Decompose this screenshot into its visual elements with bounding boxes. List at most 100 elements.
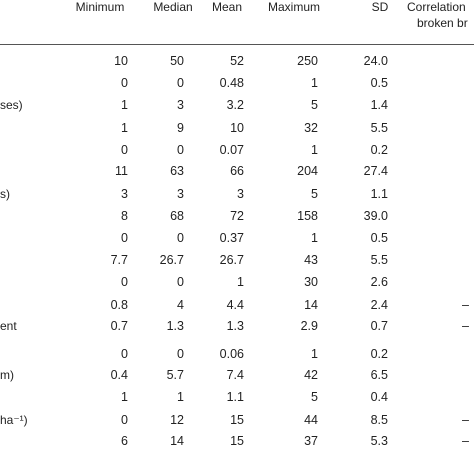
cell-mean: 26.7	[220, 252, 244, 268]
cell-maximum: 37	[304, 433, 318, 449]
cell-maximum: 42	[304, 367, 318, 383]
header-sd: SD	[355, 0, 405, 15]
cell-minimum: 0	[121, 346, 128, 362]
cell-median: 14	[170, 433, 184, 449]
header-minimum: Minimum	[60, 0, 140, 15]
table-row: 000.4810.5	[0, 75, 474, 95]
cell-minimum: 3	[121, 186, 128, 202]
cell-minimum: 1	[121, 120, 128, 136]
table-row: 000.0710.2	[0, 142, 474, 162]
cell-maximum: 5	[311, 97, 318, 113]
cell-correlation: –	[462, 297, 469, 313]
table-row: 0 0 1 30 2.6	[0, 274, 474, 294]
cell-minimum: 8	[121, 208, 128, 224]
cell-sd: 0.5	[371, 230, 388, 246]
cell-sd: 0.5	[371, 75, 388, 91]
cell-sd: 5.5	[371, 252, 388, 268]
cell-sd: 2.6	[371, 274, 388, 290]
table-row: s)33351.1	[0, 186, 474, 206]
table-row: ses)133.251.4	[0, 97, 474, 117]
cell-median: 68	[170, 208, 184, 224]
cell-median: 9	[177, 120, 184, 136]
cell-mean: 0.07	[220, 142, 244, 158]
cell-minimum: 0	[121, 230, 128, 246]
table-row: 0 0 0.37 1 0.5	[0, 230, 474, 250]
cell-maximum: 1	[311, 142, 318, 158]
cell-mean: 52	[230, 53, 244, 69]
cell-sd: 2.4	[371, 297, 388, 313]
cell-sd: 24.0	[364, 53, 388, 69]
cell-minimum: 6	[121, 433, 128, 449]
cell-minimum: 10	[114, 53, 128, 69]
cell-correlation: –	[462, 433, 469, 449]
header-mean: Mean	[197, 0, 257, 15]
cell-mean: 72	[230, 208, 244, 224]
header-correlation-line1: Correlation	[407, 0, 466, 15]
cell-mean: 66	[230, 163, 244, 179]
cell-mean: 3.2	[227, 97, 244, 113]
row-label: m)	[0, 367, 14, 383]
cell-maximum: 1	[311, 230, 318, 246]
cell-mean: 0.48	[220, 75, 244, 91]
cell-maximum: 44	[304, 412, 318, 428]
cell-maximum: 5	[311, 186, 318, 202]
cell-minimum: 0	[121, 274, 128, 290]
cell-mean: 1.3	[227, 318, 244, 334]
cell-mean: 0.37	[220, 230, 244, 246]
table-row: 10505225024.0	[0, 53, 474, 73]
cell-median: 4	[177, 297, 184, 313]
table-row: ent0.71.31.32.90.7–	[0, 318, 474, 338]
cell-mean: 7.4	[227, 367, 244, 383]
cell-mean: 1	[237, 274, 244, 290]
header-maximum: Maximum	[254, 0, 334, 15]
cell-median: 0	[177, 230, 184, 246]
cell-maximum: 14	[304, 297, 318, 313]
cell-median: 0	[177, 142, 184, 158]
cell-minimum: 0.8	[111, 297, 128, 313]
header-rule	[0, 44, 474, 45]
cell-median: 0	[177, 274, 184, 290]
cell-mean: 15	[230, 433, 244, 449]
cell-minimum: 0.7	[111, 318, 128, 334]
cell-maximum: 2.9	[301, 318, 318, 334]
cell-sd: 0.2	[371, 142, 388, 158]
cell-sd: 5.5	[371, 120, 388, 136]
table-row: 0.8 4 4.4 14 2.4 –	[0, 297, 474, 317]
cell-maximum: 250	[297, 53, 318, 69]
table-row: 6 14 15 37 5.3 –	[0, 433, 474, 453]
table-row: ha⁻¹)01215448.5–	[0, 412, 474, 432]
cell-median: 0	[177, 75, 184, 91]
cell-minimum: 0.4	[111, 367, 128, 383]
cell-median: 5.7	[167, 367, 184, 383]
cell-mean: 15	[230, 412, 244, 428]
cell-median: 0	[177, 346, 184, 362]
table-row: 7.726.726.7435.5	[0, 252, 474, 272]
table-row: 8687215839.0	[0, 208, 474, 228]
cell-mean: 4.4	[227, 297, 244, 313]
table-row: 111.150.4	[0, 389, 474, 409]
cell-sd: 5.3	[371, 433, 388, 449]
cell-sd: 0.2	[371, 346, 388, 362]
cell-maximum: 1	[311, 75, 318, 91]
cell-median: 1.3	[167, 318, 184, 334]
cell-minimum: 0	[121, 412, 128, 428]
cell-correlation: –	[462, 412, 469, 428]
cell-median: 26.7	[160, 252, 184, 268]
cell-mean: 3	[237, 186, 244, 202]
cell-minimum: 11	[115, 163, 128, 179]
row-label: s)	[0, 186, 10, 202]
cell-maximum: 30	[304, 274, 318, 290]
table-row: 0 0 0.06 1 0.2	[0, 346, 474, 366]
cell-minimum: 1	[121, 97, 128, 113]
cell-mean: 0.06	[220, 346, 244, 362]
cell-median: 63	[170, 163, 184, 179]
cell-sd: 6.5	[371, 367, 388, 383]
table-row: m) 0.4 5.7 7.4 42 6.5	[0, 367, 474, 387]
cell-minimum: 1	[121, 389, 128, 405]
cell-sd: 0.7	[371, 318, 388, 334]
cell-mean: 10	[230, 120, 244, 136]
table-row: 11636620427.4	[0, 163, 474, 183]
cell-sd: 39.0	[364, 208, 388, 224]
cell-maximum: 1	[311, 346, 318, 362]
